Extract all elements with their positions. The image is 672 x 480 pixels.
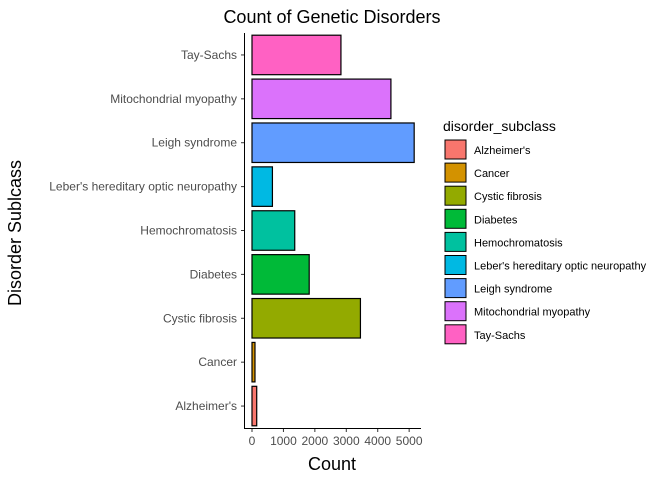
legend-swatch-tay-sachs <box>444 324 467 345</box>
legend-title: disorder_subclass <box>443 118 556 134</box>
legend-label-mitochondrial-myopathy: Mitochondrial myopathy <box>474 307 591 319</box>
y-tick-label: Mitochondrial myopathy <box>110 92 237 106</box>
y-tick-label: Alzheimer's <box>175 399 237 413</box>
legend-label-cancer: Cancer <box>474 168 510 180</box>
bar-cystic-fibrosis <box>251 297 362 339</box>
legend-swatch-alzheimer-s <box>444 139 467 160</box>
legend-swatch-leigh-syndrome <box>444 278 467 299</box>
x-tick-label: 0 <box>249 434 256 448</box>
legend-swatch-cystic-fibrosis <box>444 185 467 206</box>
x-axis-title: Count <box>308 454 356 474</box>
legend-swatch-hemochromatosis <box>444 231 467 252</box>
legend-swatch-leber-s-hereditary-optic-neuropathy <box>444 255 467 275</box>
legend-label-leigh-syndrome: Leigh syndrome <box>474 284 552 296</box>
x-tick-label: 1000 <box>270 434 297 448</box>
legend-label-leber-s-hereditary-optic-neuropathy: Leber's hereditary optic neuropathy <box>474 261 647 273</box>
legend-label-cystic-fibrosis: Cystic fibrosis <box>474 191 542 203</box>
legend-label-tay-sachs: Tay-Sachs <box>474 330 526 342</box>
legend-swatch-cancer <box>444 162 467 183</box>
y-tick-label: Hemochromatosis <box>140 224 237 238</box>
legend-label-diabetes: Diabetes <box>474 214 518 226</box>
y-tick-label: Leber's hereditary optic neuropathy <box>49 180 237 194</box>
y-tick-label: Leigh syndrome <box>152 136 238 150</box>
y-tick-label: Cystic fibrosis <box>163 311 237 325</box>
legend-label-hemochromatosis: Hemochromatosis <box>474 237 563 249</box>
x-tick-label: 2000 <box>302 434 329 448</box>
chart-title: Count of Genetic Disorders <box>223 7 440 27</box>
bar-leigh-syndrome <box>251 122 415 164</box>
x-tick-label: 5000 <box>396 434 423 448</box>
legend-items: Alzheimer's Cancer Cystic fibrosis Diabetes… <box>444 139 647 345</box>
bar-hemochromatosis <box>251 210 296 251</box>
bar-cancer <box>251 341 256 383</box>
x-tick-label: 4000 <box>364 434 391 448</box>
y-axis-ticks: Alzheimer's Cancer Cystic fibrosis Diabetes… <box>49 48 244 413</box>
y-axis-title: Disorder Sublcass <box>5 160 25 306</box>
legend-swatch-diabetes <box>444 208 467 229</box>
bar-leber-s-hereditary-optic-neuropathy <box>251 166 274 207</box>
y-tick-label: Cancer <box>198 355 237 369</box>
bar-alzheimer-s <box>251 385 258 427</box>
bar-diabetes <box>251 254 310 295</box>
x-tick-label: 3000 <box>333 434 360 448</box>
x-axis-ticks: 0 1000 2000 3000 4000 5000 <box>249 429 423 448</box>
y-tick-label: Tay-Sachs <box>181 48 237 62</box>
bar-mitochondrial-myopathy <box>251 78 392 120</box>
legend: disorder_subclass Alzheimer's Cancer Cysti… <box>443 118 647 345</box>
legend-label-alzheimer-s: Alzheimer's <box>474 145 531 157</box>
y-tick-label: Diabetes <box>190 267 237 281</box>
bar-tay-sachs <box>251 34 342 76</box>
bars-group <box>251 34 415 427</box>
legend-swatch-mitochondrial-myopathy <box>444 301 467 322</box>
